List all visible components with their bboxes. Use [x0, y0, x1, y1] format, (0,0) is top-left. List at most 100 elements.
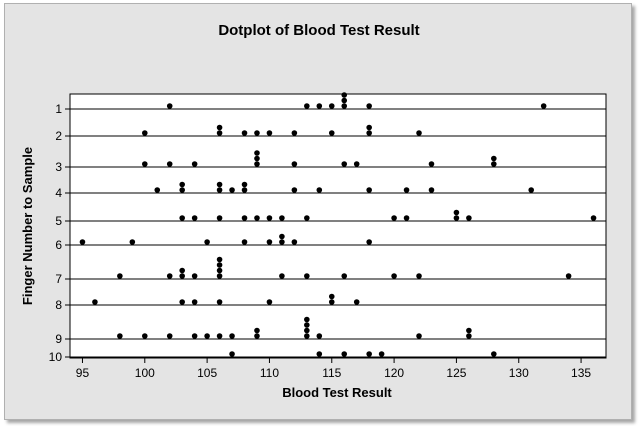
data-dot: [353, 161, 360, 167]
data-dot: [366, 351, 372, 357]
x-tick-label: 105: [197, 366, 217, 380]
data-dot: [341, 103, 348, 109]
data-dot: [191, 273, 198, 279]
data-dot: [204, 239, 210, 245]
x-tick-label: 135: [571, 366, 591, 380]
data-dot: [366, 103, 372, 109]
data-dot: [92, 299, 98, 305]
y-tick-label: 3: [55, 160, 62, 174]
data-dot: [403, 187, 410, 193]
row-gridlines: [70, 108, 606, 358]
data-dot: [216, 215, 223, 221]
data-dot: [491, 161, 497, 167]
data-dot: [179, 181, 185, 188]
data-dot: [341, 351, 348, 357]
data-dot: [341, 273, 348, 279]
data-dot: [341, 97, 348, 104]
data-dot: [254, 327, 260, 334]
data-dot: [254, 130, 260, 136]
data-dot: [241, 215, 248, 221]
y-tick-label: 7: [55, 272, 62, 286]
data-dot: [391, 273, 397, 279]
data-dot: [416, 273, 422, 279]
data-dot: [166, 333, 173, 339]
data-dot: [341, 161, 348, 167]
data-dot: [491, 155, 497, 162]
data-dot: [191, 215, 198, 221]
data-dot: [428, 161, 435, 167]
data-dot: [154, 187, 161, 193]
data-dot: [316, 351, 323, 357]
data-dot: [254, 150, 260, 156]
data-dot: [366, 124, 372, 131]
data-dot: [328, 103, 335, 109]
data-dot: [216, 256, 223, 263]
data-dot: [229, 187, 235, 193]
data-dot: [241, 239, 248, 245]
data-dot: [229, 333, 235, 339]
data-dot: [266, 299, 273, 305]
data-dot: [254, 333, 260, 339]
data-dot: [241, 181, 248, 188]
x-tick-label: 120: [384, 366, 404, 380]
data-dot: [191, 299, 198, 305]
data-dots: [79, 92, 597, 357]
x-tick-label: 100: [135, 366, 155, 380]
data-dot: [316, 187, 323, 193]
y-tick-label: 2: [55, 129, 62, 143]
data-dot: [291, 187, 298, 193]
data-dot: [279, 215, 285, 221]
chart-title: Dotplot of Blood Test Result: [218, 22, 419, 39]
data-dot: [204, 333, 210, 339]
data-dot: [166, 161, 173, 167]
x-tick-label: 130: [509, 366, 529, 380]
data-dot: [216, 299, 223, 305]
data-dot: [291, 239, 298, 245]
data-dot: [216, 262, 223, 268]
data-dot: [391, 215, 397, 221]
data-dot: [428, 187, 435, 193]
data-dot: [466, 333, 472, 339]
data-dot: [216, 273, 223, 279]
data-dot: [291, 130, 298, 136]
data-dot: [304, 215, 310, 221]
data-dot: [316, 333, 323, 339]
data-dot: [341, 92, 348, 98]
data-dot: [179, 215, 185, 221]
data-dot: [141, 333, 148, 339]
data-dot: [279, 273, 285, 279]
plot-area: [69, 93, 607, 359]
data-dot: [179, 299, 185, 305]
data-dot: [216, 187, 223, 193]
x-tick-label: 110: [260, 366, 279, 380]
data-dot: [453, 209, 460, 216]
data-dot: [366, 239, 372, 245]
y-tick-label: 10: [49, 350, 63, 364]
data-dot: [166, 103, 173, 109]
data-dot: [216, 333, 223, 339]
data-dot: [366, 130, 372, 136]
data-dot: [304, 333, 310, 339]
data-dot: [117, 273, 123, 279]
y-tick-label: 4: [55, 186, 62, 200]
data-dot: [229, 351, 235, 357]
data-dot: [141, 130, 148, 136]
data-dot: [304, 322, 310, 328]
data-dot: [166, 273, 173, 279]
data-dot: [216, 267, 223, 274]
y-tick-label: 6: [55, 238, 62, 252]
data-dot: [266, 215, 273, 221]
y-tick-label: 1: [55, 102, 62, 116]
data-dot: [316, 103, 323, 109]
data-dot: [279, 233, 285, 240]
data-dot: [179, 273, 185, 279]
data-dot: [241, 130, 248, 136]
x-tick-label: 95: [76, 366, 90, 380]
y-tick-label: 5: [55, 214, 62, 228]
y-tick-labels: 1 2 3 4 5 6 7 8 9 10: [49, 102, 70, 364]
data-dot: [378, 351, 385, 357]
data-dot: [179, 187, 185, 193]
data-dot: [540, 103, 547, 109]
data-dot: [179, 267, 185, 274]
